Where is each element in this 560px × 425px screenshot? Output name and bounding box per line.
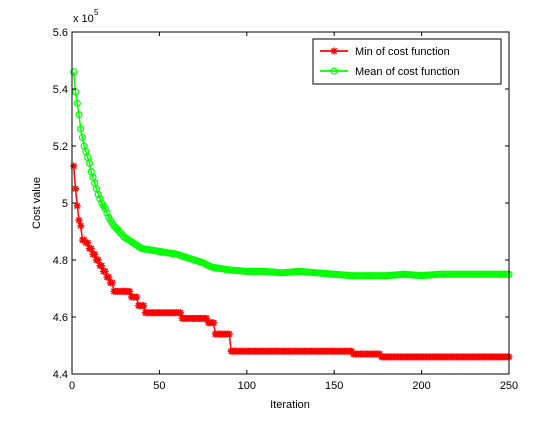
legend: Min of cost function Mean of cost functio… xyxy=(312,38,502,85)
series-1-marker xyxy=(101,267,109,275)
legend-marker-1 xyxy=(330,47,338,55)
series-2-marker xyxy=(103,209,111,217)
x-tick-label: 100 xyxy=(238,380,256,392)
series-2-marker xyxy=(75,111,83,119)
x-tick-label: 200 xyxy=(412,380,430,392)
series-1-marker xyxy=(87,245,95,253)
series-1-marker xyxy=(73,202,81,210)
series-2-marker xyxy=(101,205,109,213)
y-axis-label: Cost value xyxy=(31,177,43,229)
ticks-layer: 0 50 100 150 200 250 4.4 4.6 4.8 5 5.2 5.4 5.6 xyxy=(53,27,518,392)
series-1-marker xyxy=(91,250,99,258)
y-tick-label: 5.6 xyxy=(53,27,68,39)
x-axis-label: Iteration xyxy=(270,399,310,411)
series-1-marker xyxy=(70,162,78,170)
y-multiplier-exponent: 5 xyxy=(94,8,99,17)
series-1-marker xyxy=(176,309,184,317)
series-1-marker xyxy=(126,287,134,295)
series-2-marker xyxy=(78,133,87,142)
series-2-marker xyxy=(77,125,85,133)
series-2-marker xyxy=(96,195,104,203)
y-tick-label: 5 xyxy=(62,198,68,210)
y-multiplier-label: x 10 xyxy=(73,13,94,25)
series-1-marker xyxy=(98,262,106,270)
series-1-marker xyxy=(225,330,233,338)
x-tick-label: 0 xyxy=(69,380,75,392)
series-1-marker xyxy=(77,222,85,230)
series-1-marker xyxy=(75,216,83,224)
series-1-marker xyxy=(94,256,102,264)
x-tick-label: 50 xyxy=(153,380,165,392)
series-2-marker xyxy=(73,99,81,107)
series-1-marker xyxy=(105,273,113,281)
y-tick-label: 5.4 xyxy=(53,84,68,96)
plot-area xyxy=(72,32,509,374)
legend-items: Min of cost function Mean of cost functio… xyxy=(320,46,460,78)
x-tick-label: 150 xyxy=(325,380,343,392)
y-tick-label: 4.4 xyxy=(53,369,68,381)
series-2-marker xyxy=(85,159,94,167)
series-1-marker xyxy=(71,185,79,193)
x-tick-label: 250 xyxy=(500,380,518,392)
y-tick-label: 4.8 xyxy=(53,255,68,267)
series-1-marker xyxy=(108,279,116,287)
series-2-marker xyxy=(70,68,78,76)
series-layer xyxy=(70,68,513,361)
legend-label-1: Min of cost function xyxy=(355,46,450,58)
series-1-marker xyxy=(133,293,141,301)
series-1-marker xyxy=(84,239,92,247)
series-1-marker xyxy=(140,302,148,310)
legend-marker-2 xyxy=(330,67,338,75)
y-tick-label: 4.6 xyxy=(53,312,68,324)
y-tick-label: 5.2 xyxy=(53,141,68,153)
legend-box xyxy=(312,38,502,85)
series-1-marker xyxy=(210,319,218,327)
legend-label-2: Mean of cost function xyxy=(355,66,460,78)
series-2-marker xyxy=(94,190,102,199)
